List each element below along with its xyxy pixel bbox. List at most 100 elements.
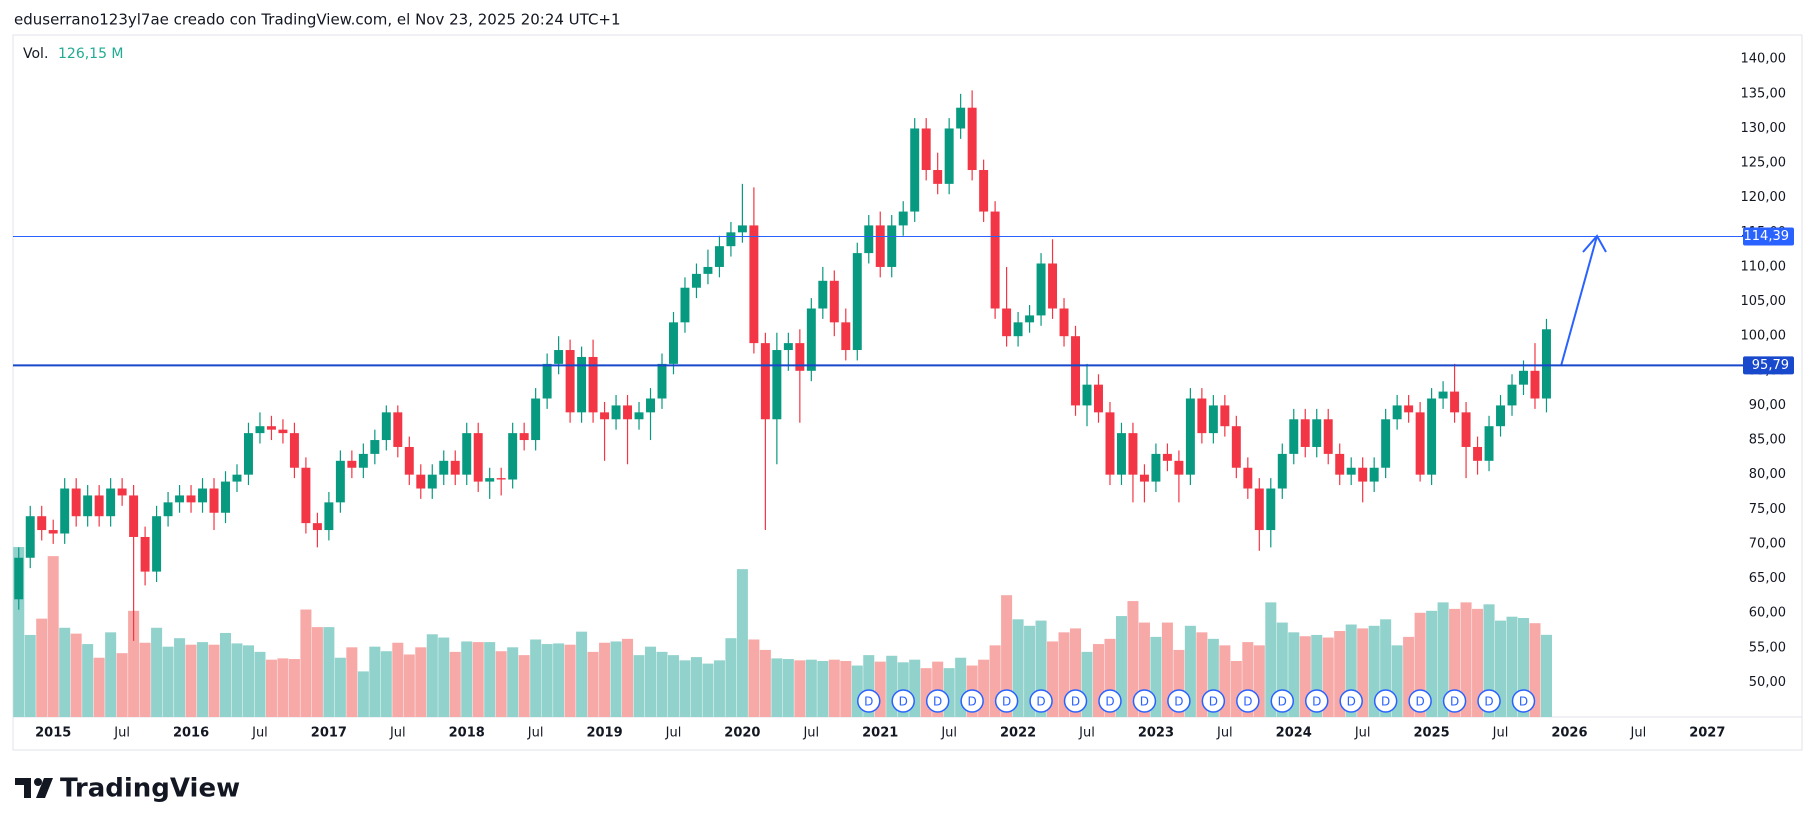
volume-bar xyxy=(472,642,484,717)
dividend-marker xyxy=(1029,689,1053,713)
candle-body xyxy=(48,530,58,534)
volume-bar xyxy=(1334,631,1346,717)
volume-bar xyxy=(874,661,886,717)
candle-body xyxy=(1231,426,1241,468)
volume-bar xyxy=(1311,634,1323,717)
dividend-marker xyxy=(1442,689,1467,713)
volume-bar xyxy=(415,647,427,717)
candle-body xyxy=(1392,405,1402,420)
dividend-marker xyxy=(891,689,915,713)
y-tick-label: 85,00 xyxy=(1749,433,1786,448)
volume-bar xyxy=(1483,604,1495,717)
volume-bar xyxy=(518,655,530,717)
x-tick-label: Jul xyxy=(665,726,682,741)
candle-body xyxy=(1358,467,1368,482)
candle-body xyxy=(1002,308,1012,337)
price-badge-label: 95,79 xyxy=(1752,358,1789,373)
candle-body xyxy=(94,495,104,517)
candle-body xyxy=(347,460,357,468)
volume-bar xyxy=(323,627,335,717)
volume-bar xyxy=(541,644,553,717)
candle-body xyxy=(772,350,782,420)
volume-bar xyxy=(1495,620,1507,717)
volume-bar xyxy=(587,651,599,717)
volume-bar xyxy=(759,649,771,717)
volume-bar xyxy=(174,638,186,717)
volume-bar xyxy=(782,659,794,717)
y-tick-label: 120,00 xyxy=(1741,190,1787,205)
candle-body xyxy=(979,170,989,212)
candle-body xyxy=(646,398,655,413)
y-tick-label: 70,00 xyxy=(1749,536,1786,551)
dividend-label: D xyxy=(899,695,908,709)
candle-body xyxy=(1323,419,1333,454)
y-tick-label: 140,00 xyxy=(1741,52,1787,67)
candle-body xyxy=(691,273,701,288)
candle-body xyxy=(324,502,334,531)
candle-body xyxy=(71,488,81,517)
y-tick-label: 50,00 xyxy=(1749,675,1786,690)
y-tick-label: 65,00 xyxy=(1749,571,1786,586)
dividend-marker xyxy=(1167,689,1191,713)
candle-body xyxy=(462,433,472,475)
candle-body xyxy=(967,107,977,171)
candle-body xyxy=(381,412,391,441)
volume-bar xyxy=(748,639,760,717)
volume-bar xyxy=(1380,619,1392,717)
volume-bar xyxy=(576,631,588,717)
dividend-label: D xyxy=(1071,695,1080,709)
volume-bar xyxy=(426,634,438,717)
dividend-marker xyxy=(1132,689,1157,713)
x-tick-label: 2022 xyxy=(1000,726,1036,741)
volume-bar xyxy=(380,651,392,717)
candle-body xyxy=(818,280,828,309)
volume-bar xyxy=(277,658,289,717)
candle-body xyxy=(726,232,736,247)
candle-body xyxy=(370,440,380,454)
volume-bar xyxy=(863,655,875,717)
candle-body xyxy=(312,523,322,531)
volume-bar xyxy=(633,655,645,717)
volume-bar xyxy=(1299,636,1311,717)
candle-body xyxy=(1461,412,1471,447)
volume-bar xyxy=(484,642,496,717)
candle-body xyxy=(14,557,24,600)
candle-body xyxy=(910,128,920,212)
candle-body xyxy=(795,343,805,371)
candle-body xyxy=(600,412,610,420)
x-tick-label: 2026 xyxy=(1551,726,1587,741)
dividend-label: D xyxy=(1036,695,1045,709)
volume-bar xyxy=(139,642,151,717)
volume-bar xyxy=(771,658,783,717)
volume-bar xyxy=(1150,636,1162,717)
candle-body xyxy=(1427,398,1437,475)
dividend-label: D xyxy=(1278,695,1287,709)
volume-bar xyxy=(1368,625,1380,717)
volume-bar xyxy=(1345,624,1357,717)
candle-body xyxy=(117,488,127,496)
volume-bar xyxy=(13,547,25,717)
x-tick-label: 2017 xyxy=(311,726,347,741)
candle-body xyxy=(519,433,529,441)
candle-body xyxy=(289,433,299,468)
candle-body xyxy=(1254,488,1264,531)
candle-body xyxy=(232,474,242,482)
volume-bar xyxy=(1047,641,1059,717)
candle-body xyxy=(1369,467,1379,482)
price-badge xyxy=(1743,356,1794,375)
candle-body xyxy=(450,460,460,475)
candle-body xyxy=(875,225,885,267)
candle-body xyxy=(1105,412,1115,475)
volume-bar xyxy=(828,659,840,717)
volume-bar xyxy=(507,647,519,717)
candle-body xyxy=(1289,419,1299,454)
candle-body xyxy=(198,488,208,503)
candle-body xyxy=(186,495,196,503)
volume-bar xyxy=(564,644,576,717)
volume-bar xyxy=(242,645,254,717)
candle-body xyxy=(473,433,483,482)
candle-body xyxy=(427,474,437,489)
volume-bar xyxy=(736,569,748,717)
y-tick-label: 90,00 xyxy=(1749,398,1786,413)
